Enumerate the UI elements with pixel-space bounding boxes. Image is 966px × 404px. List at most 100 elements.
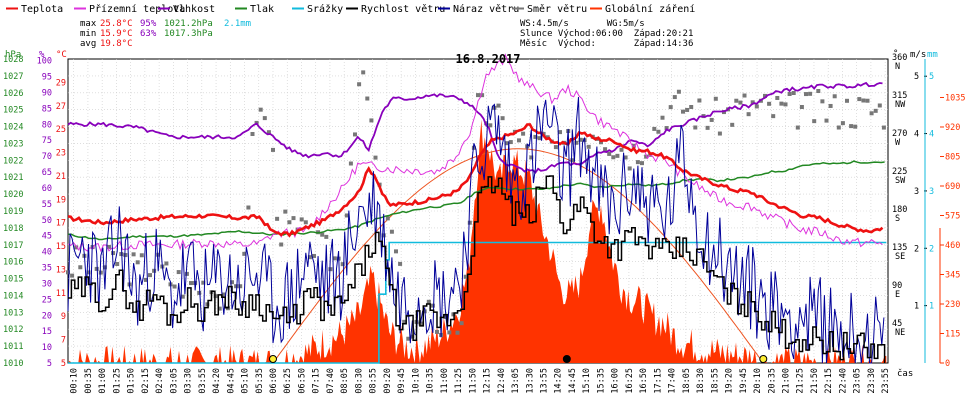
series-wind-direction-point [143,277,148,282]
series-wind-direction-point [586,144,591,149]
info-line: Slunce Východ:06:00 Západ:20:21 [520,29,693,39]
tick-ms: 3 [914,187,919,197]
series-wind-direction-point [668,105,673,110]
series-wind-direction-point [611,155,616,160]
series-wind-direction-point [558,130,562,135]
stat-label: avg [80,39,96,49]
series-wind-direction-point [763,93,767,98]
series-rain [68,241,887,364]
series-wind-direction-point [713,96,718,101]
series-wind-direction-point [500,116,505,121]
tick-celsius: 27 [56,102,66,112]
series-wind-direction-point [258,107,263,112]
series-wind-direction-point [344,213,349,218]
legend-label: Vlhkost [173,4,215,15]
tick-hpa: 1013 [3,308,23,318]
series-wind-speed [68,175,886,363]
series-wind-direction-point [111,251,116,256]
tick-x: 09:45 [397,368,407,394]
tick-x: 18:05 [682,368,692,394]
series-wind-direction-point [266,130,271,135]
stat-rain: 2.1mm [224,19,251,29]
tick-x: 11:50 [468,368,478,394]
tick-x: 09:20 [383,368,393,394]
tick-x: 17:15 [653,368,663,394]
series-wind-direction-point [652,126,657,131]
series-wind-direction-point [299,217,304,222]
tick-x: 02:40 [155,368,165,394]
series-wind-direction-point [488,123,493,128]
series-wind-direction-point [574,140,579,145]
stat-label: min [80,29,96,39]
tick-percent: 25 [42,295,52,305]
series-wind-direction-point [70,273,75,278]
axis-unit-percent: % [39,50,45,60]
axis-unit-x: čas [897,368,913,379]
series-wind-direction-point [340,262,345,267]
tick-x: 15:10 [582,368,592,394]
tick-mm: 1 [929,302,934,312]
tick-percent: 20 [42,311,52,321]
series-wind-direction-point [480,93,485,98]
legend-label: Směr větru [527,3,587,15]
series-wind-direction-point [66,270,70,275]
tick-x: 15:35 [596,368,606,394]
series-wind-direction-point [553,145,558,150]
axis-unit-degrees: ° [893,49,898,59]
series-wind-direction-point [238,284,243,289]
series-wind-direction-point [385,216,390,221]
tick-x: 07:40 [326,368,336,394]
series-wind-direction-point [533,134,538,139]
stat-hum: 63% [140,29,157,39]
tick-x: 20:10 [753,368,763,394]
tick-percent: 85 [42,104,52,114]
series-wind-direction-point [230,280,234,285]
tick-direction: W [895,138,901,148]
tick-hpa: 1014 [3,291,23,301]
series-wind-direction-point [94,266,99,271]
series-wind-direction-point [767,101,772,106]
tick-x: 03:05 [169,368,179,394]
tick-celsius: 23 [56,149,66,159]
tick-wm2: 460 [945,241,960,251]
tick-celsius: 9 [61,312,66,322]
tick-wm2: 1035 [945,93,965,103]
series-wind-direction-point [234,284,239,289]
legend-label: Globální záření [605,3,695,15]
series-wind-direction-point [504,141,509,146]
series-wind-direction-point [107,244,111,249]
legend-label: Přízemní teplota [89,3,185,15]
moon-event-marker [562,355,571,363]
stat-temp: 19.8°C [100,39,133,49]
series-wind-direction-point [435,329,439,334]
series-wind-direction-point [148,273,152,278]
series-wind-direction-point [287,220,292,225]
series-wind-gust [67,97,885,364]
series-wind-direction-point [717,131,722,136]
tick-wm2: 0 [945,359,950,369]
tick-degrees: 135 [892,243,907,253]
series-global-radiation [68,119,887,363]
tick-celsius: 13 [56,265,66,275]
series-wind-direction-point [156,252,161,257]
tick-x: 07:15 [312,368,322,394]
tick-x: 05:10 [241,368,251,394]
tick-celsius: 19 [56,195,66,205]
tick-x: 01:00 [98,368,108,394]
series-wind-direction-point [357,82,362,87]
series-wind-direction-point [828,103,833,108]
tick-x: 21:25 [796,368,806,394]
tick-hpa: 1018 [3,224,23,234]
series-wind-direction-point [201,280,206,285]
series-wind-direction-point [172,284,177,289]
series-wind-direction-point [476,93,480,98]
series-wind-direction-point [607,151,612,156]
tick-wm2: 690 [945,182,960,192]
series-wind-direction-point [152,268,157,273]
sun-event-marker [759,355,768,363]
tick-percent: 75 [42,136,52,146]
series-wind-direction-point [467,220,472,225]
series-wind-direction-point [537,136,542,141]
series-wind-direction-point [623,155,628,160]
legend-label: Náraz větru [453,3,519,15]
